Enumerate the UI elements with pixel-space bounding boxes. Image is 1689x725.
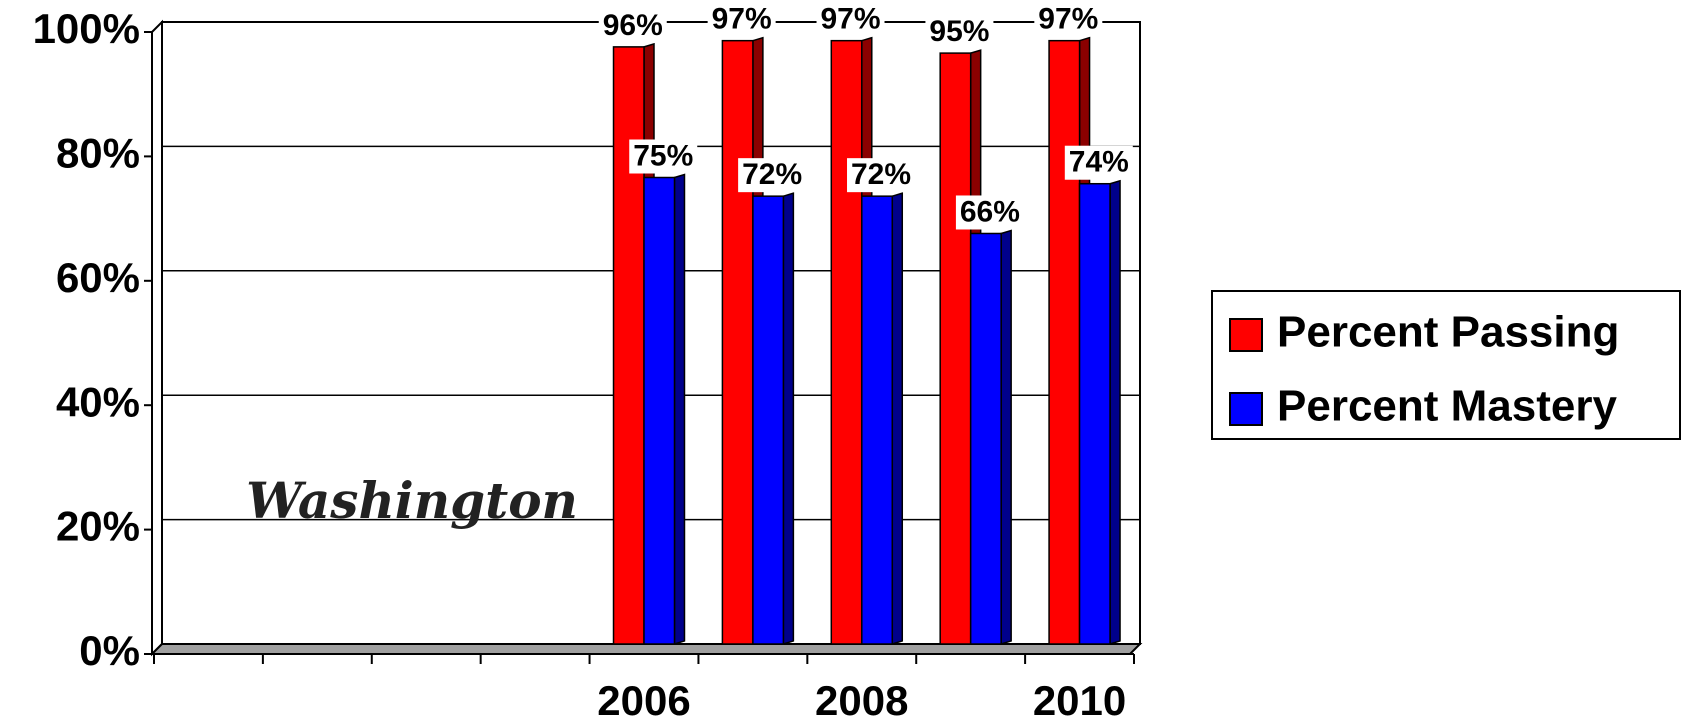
data-label: 97%: [712, 3, 772, 36]
data-label: 72%: [742, 158, 802, 191]
legend-swatch: [1230, 319, 1262, 351]
bar-side: [1001, 230, 1011, 644]
bar: [753, 196, 783, 644]
data-label: 97%: [1038, 3, 1098, 36]
data-label: 74%: [1069, 146, 1129, 179]
bar: [940, 53, 970, 644]
legend-swatch: [1230, 393, 1262, 425]
y-tick-label: 40%: [56, 378, 140, 425]
annotation: Washington: [246, 471, 578, 530]
y-tick-label: 0%: [79, 627, 140, 674]
legend-label: Percent Passing: [1277, 308, 1619, 357]
bar-side: [892, 193, 902, 644]
bar: [831, 41, 861, 644]
x-tick-label: 2008: [815, 677, 908, 724]
side-wall: [152, 22, 162, 654]
x-tick-label: 2006: [597, 677, 690, 724]
bar-side: [783, 193, 793, 644]
bar: [644, 178, 674, 645]
data-label: 96%: [603, 9, 663, 42]
data-label: 95%: [929, 15, 989, 48]
x-tick-label: 2010: [1033, 677, 1126, 724]
y-tick-label: 20%: [56, 503, 140, 550]
data-label: 75%: [633, 139, 693, 172]
y-tick-label: 80%: [56, 129, 140, 176]
bar: [1049, 41, 1079, 644]
chart: 0% 20% 40% 60% 80% 100% 2006 2008 2010 96% 97% 97% 9…: [0, 0, 1689, 725]
data-label: 97%: [821, 3, 881, 36]
bar: [614, 47, 644, 644]
data-label: 72%: [851, 158, 911, 191]
bar: [1080, 184, 1110, 644]
y-tick-label: 100%: [33, 5, 140, 52]
bar-side: [674, 175, 684, 645]
bar-side: [1110, 181, 1120, 644]
floor: [152, 644, 1140, 654]
data-label: 66%: [960, 195, 1020, 228]
bar: [862, 196, 892, 644]
bar: [722, 41, 752, 644]
bar: [971, 233, 1001, 644]
y-tick-label: 60%: [56, 254, 140, 301]
legend-label: Percent Mastery: [1277, 382, 1617, 431]
